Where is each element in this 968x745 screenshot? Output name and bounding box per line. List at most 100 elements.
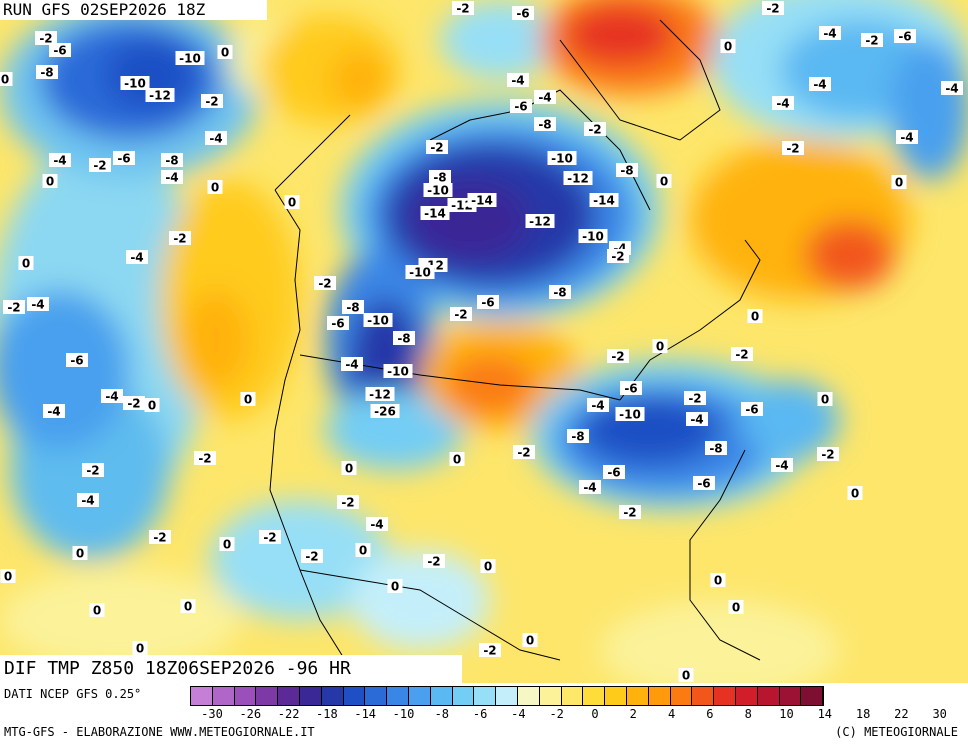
contour-label-bg [589,193,619,207]
contour-label: -4 [900,131,913,145]
contour-label: -2 [39,32,52,46]
contour-label: 0 [223,538,231,552]
contour-label-bg [686,412,708,426]
contour-label-bg [18,256,34,270]
contour-label-bg [563,171,593,185]
contour-label: -6 [607,466,620,480]
contour-label: -10 [582,230,604,244]
contour-label: -2 [305,550,318,564]
contour-label-bg [77,493,99,507]
contour-label: 0 [526,634,534,648]
contour-label: -4 [370,518,383,532]
colorbar-swatch [278,687,300,705]
contour-label: 0 [76,547,84,561]
contour-label-bg [819,26,841,40]
field-title: DIF TMP Z850 18Z06SEP2026 -96 HR [0,655,462,683]
colorbar-swatch [321,687,344,705]
contour-label-bg [363,313,393,327]
colorbar-tick-label: -14 [354,707,377,721]
temperature-anomaly-map: -2 -6 -2 -2 -6 -8 -10 -10 -12 -2 0 0 -4 -2 -6 -4 -4 -4 0 -4… [0,0,968,683]
contour-label-bg [941,81,963,95]
colorbar-swatch [191,687,213,705]
contour-label-bg [393,331,415,345]
contour-label-bg [405,265,435,279]
contour-label-bg [72,546,88,560]
contour-label: 0 [660,175,668,189]
contour-label-bg [144,398,160,412]
run-title: RUN GFS 02SEP2026 18Z [0,0,267,20]
colorbar-tick-label: -22 [277,707,300,721]
contour-label: -2 [341,496,354,510]
contour-label-bg [3,300,25,314]
colorbar-swatch [387,687,409,705]
contour-label: -6 [624,382,637,396]
contour-label: 0 [391,580,399,594]
contour-label-bg [113,151,135,165]
contour-label-bg [578,229,608,243]
contour-label-bg [35,31,57,45]
contour-label-bg [510,99,532,113]
contour-label: 0 [821,393,829,407]
contour-label-bg [337,495,359,509]
contour-label: -4 [945,82,958,96]
contour-label: -10 [367,314,389,328]
credit-left: MTG-GFS - ELABORAZIONE WWW.METEOGIORNALE… [4,725,315,739]
contour-label: -2 [454,308,467,322]
contour-label-bg [366,517,388,531]
contour-label-bg [705,441,727,455]
contour-label: -4 [81,494,94,508]
contour-label-bg [126,250,148,264]
contour-label: -2 [735,348,748,362]
colorbar-tick-label: 0 [591,707,599,721]
contour-label-bg [27,297,49,311]
contour-label-bg [383,364,413,378]
contour-label-bg [207,180,223,194]
colorbar-tick-label: 18 [855,707,871,721]
contour-label: -8 [165,154,178,168]
contour-label: -8 [620,164,633,178]
contour-label-bg [710,573,726,587]
contour-label: -2 [821,448,834,462]
colorbar-tick-label: -4 [511,707,526,721]
colorbar-swatch [583,687,606,705]
contour-label-bg [217,45,233,59]
contour-label: -2 [865,34,878,48]
contour-label-bg [42,174,58,188]
contour-label-bg [342,300,364,314]
contour-label-bg [426,140,448,154]
contour-label-bg [720,39,736,53]
contour-label: -4 [130,251,143,265]
contour-label-bg [616,163,638,177]
legend-area: DATI NCEP GFS 0.25° -30 -26 -22 -18 -14 -10 -8… [0,683,968,745]
colorbar-swatch [343,687,366,705]
contour-label-bg [620,381,642,395]
colorbar-swatch [234,687,257,705]
contour-label: -2 [517,446,530,460]
contour-label: -10 [551,152,573,166]
contour-label-bg [525,214,555,228]
contour-label-bg [817,447,839,461]
contour-label-bg [579,480,601,494]
colorbar-tick-label: -18 [316,707,338,721]
contour-label: -2 [263,531,276,545]
contour-label: -2 [153,531,166,545]
contour-label: -2 [173,232,186,246]
contour-label-bg [423,554,445,568]
contour-label-bg [603,465,625,479]
contour-label-bg [423,183,453,197]
contour-label: -4 [813,78,826,92]
contour-label-bg [467,193,497,207]
contour-label: 0 [136,642,144,656]
contour-label-bg [284,195,300,209]
contour-label-bg [429,170,451,184]
contour-label: -4 [583,481,596,495]
contour-label-bg [36,65,58,79]
contour-label: 0 [895,176,903,190]
contour-label-bg [534,117,556,131]
contour-label-bg [101,389,123,403]
contour-label-bg [587,398,609,412]
coastline-lines [269,19,761,661]
contour-label-bg [49,153,71,167]
contour-label: -2 [688,392,701,406]
contour-label: -4 [591,399,604,413]
